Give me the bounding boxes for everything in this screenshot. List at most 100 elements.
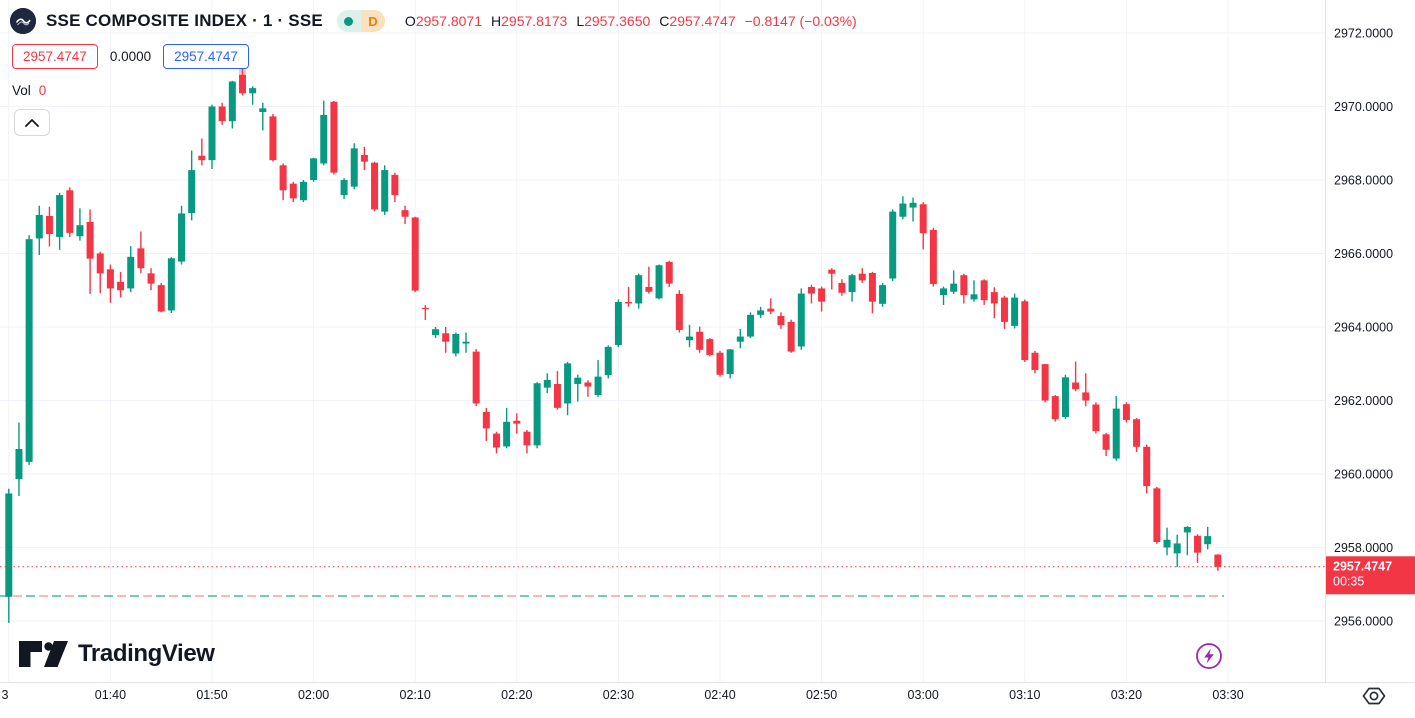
price-tick-label[interactable]: 2956.0000 (1334, 615, 1393, 629)
candle-body[interactable] (716, 352, 724, 375)
candle-body[interactable] (1163, 539, 1171, 548)
chart-legend[interactable]: SSE COMPOSITE INDEX · 1 · SSE D O2957.80… (10, 8, 857, 34)
price-tick-label[interactable]: 2970.0000 (1334, 100, 1393, 114)
candle-body[interactable] (696, 331, 704, 350)
candle-body[interactable] (1133, 419, 1141, 447)
candle-body[interactable] (289, 183, 297, 199)
candle-body[interactable] (1072, 382, 1080, 390)
candle-body[interactable] (15, 449, 23, 480)
time-tick-label[interactable]: 01:40 (95, 688, 126, 702)
candle-body[interactable] (350, 148, 358, 187)
candle-body[interactable] (137, 248, 145, 269)
price-tick-label[interactable]: 2964.0000 (1334, 321, 1393, 335)
candle-body[interactable] (848, 275, 856, 293)
candle-body[interactable] (655, 265, 663, 299)
time-tick-label[interactable]: 01:50 (196, 688, 227, 702)
candle-body[interactable] (1183, 526, 1191, 533)
candle-body[interactable] (462, 341, 470, 344)
candle-body[interactable] (614, 302, 622, 346)
candle-body[interactable] (106, 269, 114, 289)
candle-body[interactable] (889, 211, 897, 279)
time-tick-label[interactable]: 02:00 (298, 688, 329, 702)
candle-body[interactable] (950, 283, 958, 292)
candle-body[interactable] (472, 351, 480, 404)
candle-body[interactable] (625, 302, 633, 304)
candle-body[interactable] (1102, 434, 1110, 450)
candle-body[interactable] (574, 377, 582, 384)
candle-body[interactable] (960, 275, 968, 296)
candle-body[interactable] (259, 108, 267, 113)
candle-body[interactable] (482, 411, 490, 429)
candle-body[interactable] (66, 190, 74, 233)
candle-body[interactable] (1021, 301, 1029, 361)
candle-body[interactable] (1122, 404, 1130, 420)
candle-body[interactable] (157, 285, 165, 312)
candle-body[interactable] (584, 382, 592, 387)
candle-body[interactable] (218, 106, 226, 122)
candle-body[interactable] (990, 292, 998, 304)
candle-body[interactable] (665, 261, 673, 284)
candle-body[interactable] (452, 333, 460, 354)
candle-body[interactable] (492, 433, 500, 448)
candle-body[interactable] (330, 101, 338, 173)
candle-body[interactable] (970, 294, 978, 300)
candle-body[interactable] (929, 229, 937, 285)
candle-body[interactable] (1011, 297, 1019, 326)
candle-body[interactable] (340, 180, 348, 196)
candle-body[interactable] (909, 202, 917, 208)
buy-price-button[interactable]: 2957.4747 (163, 44, 249, 69)
candle-body[interactable] (391, 174, 399, 196)
candle-body[interactable] (1173, 543, 1181, 554)
candle-body[interactable] (127, 256, 135, 289)
candle-body[interactable] (980, 280, 988, 301)
candle-body[interactable] (1082, 392, 1090, 401)
candle-body[interactable] (76, 225, 84, 237)
candle-body[interactable] (5, 493, 13, 597)
candle-body[interactable] (45, 216, 53, 235)
candle-body[interactable] (1061, 377, 1069, 418)
candle-body[interactable] (879, 285, 887, 304)
candle-body[interactable] (1112, 408, 1120, 459)
candle-body[interactable] (371, 162, 379, 210)
candle-body[interactable] (757, 310, 765, 315)
time-tick-label[interactable]: 3 (2, 688, 9, 702)
candle-body[interactable] (1214, 554, 1222, 567)
candle-body[interactable] (1143, 446, 1151, 487)
candle-body[interactable] (1000, 297, 1008, 322)
candle-body[interactable] (767, 308, 775, 312)
candle-body[interactable] (1204, 536, 1212, 545)
candle-body[interactable] (1153, 488, 1161, 542)
candle-body[interactable] (513, 420, 521, 424)
candle-body[interactable] (940, 288, 948, 296)
lightning-bolt-icon[interactable] (1195, 642, 1223, 675)
symbol-title[interactable]: SSE COMPOSITE INDEX · 1 · SSE (46, 11, 323, 30)
candle-body[interactable] (818, 288, 826, 302)
eye-aperture-icon[interactable] (1362, 684, 1386, 713)
candle-body[interactable] (35, 214, 43, 239)
candle-body[interactable] (178, 213, 186, 262)
candle-body[interactable] (25, 239, 33, 462)
candle-body[interactable] (86, 221, 94, 259)
price-tick-label[interactable]: 2960.0000 (1334, 468, 1393, 482)
tradingview-branding[interactable]: TradingView (18, 638, 215, 670)
time-tick-label[interactable]: 02:40 (704, 688, 735, 702)
candle-body[interactable] (635, 275, 643, 304)
candle-body[interactable] (564, 363, 572, 404)
collapse-legend-button[interactable] (14, 109, 50, 136)
time-tick-label[interactable]: 02:30 (603, 688, 634, 702)
candle-body[interactable] (919, 204, 927, 234)
candle-body[interactable] (442, 333, 450, 342)
candle-body[interactable] (381, 170, 389, 212)
candle-body[interactable] (1041, 364, 1049, 401)
candle-body[interactable] (269, 116, 277, 161)
candle-body[interactable] (604, 346, 612, 376)
candle-body[interactable] (1194, 535, 1202, 553)
candle-body[interactable] (228, 81, 236, 122)
candle-body[interactable] (797, 293, 805, 347)
candle-body[interactable] (238, 74, 246, 94)
candle-body[interactable] (198, 155, 206, 161)
candle-body[interactable] (188, 170, 196, 214)
candle-body[interactable] (746, 314, 754, 337)
candle-body[interactable] (1031, 352, 1039, 370)
candle-body[interactable] (645, 286, 653, 292)
